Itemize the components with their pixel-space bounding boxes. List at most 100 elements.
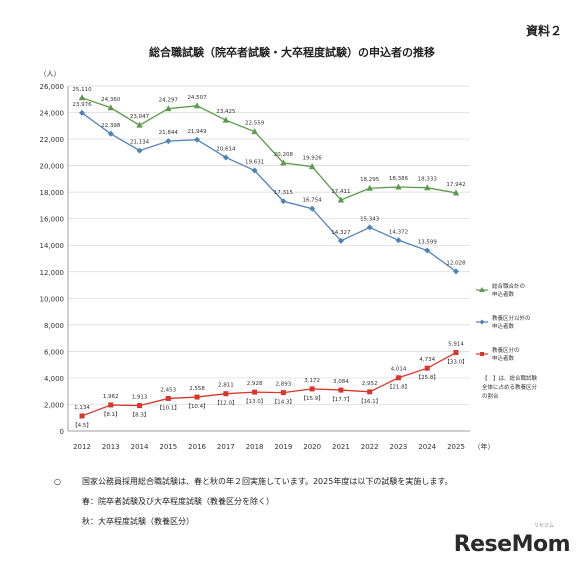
data-point-square (108, 402, 114, 408)
legend-label: 申込者数 (492, 290, 515, 298)
data-point-triangle (395, 183, 402, 190)
data-point-triangle (136, 121, 143, 128)
data-label: 1,962 (103, 394, 119, 400)
data-label: 18,386 (389, 176, 409, 182)
legend-marker-square (480, 352, 484, 356)
data-label: 17,315 (274, 190, 294, 196)
data-label: 20,614 (216, 146, 236, 152)
data-point-diamond (251, 167, 258, 174)
data-point-triangle (165, 105, 172, 112)
data-point-square (223, 391, 229, 397)
ratio-label: 【4.5】 (72, 422, 92, 429)
data-point-diamond (107, 130, 114, 137)
note-line-2: 春：院卒者試験及び大卒程度試験（教養区分を除く） (82, 497, 274, 506)
data-label: 24,297 (159, 98, 179, 104)
data-point-triangle (452, 189, 460, 196)
note-line-3: 秋：大卒程度試験（教養区分） (82, 517, 194, 526)
ratio-label: 【10.4】 (185, 403, 208, 410)
data-label: 20,208 (274, 152, 294, 158)
data-label: 3,172 (304, 378, 320, 384)
legend-label: 教養区分以外の (492, 314, 531, 322)
legend-marker-diamond (479, 319, 485, 325)
data-point-triangle (107, 104, 114, 111)
legend-note: 【 】は、総合職試験 (482, 374, 538, 382)
data-point-square (79, 413, 85, 419)
data-label: 21,844 (159, 130, 179, 136)
data-point-square (453, 350, 459, 356)
data-point-triangle (193, 102, 201, 109)
series-line (81, 97, 457, 201)
y-tick-label: 10,000 (40, 295, 65, 303)
data-point-diamond (366, 224, 373, 231)
x-tick-label: 2023 (390, 443, 408, 451)
data-label: 23,976 (72, 102, 92, 108)
data-label: 15,343 (360, 216, 380, 222)
y-tick-label: 2,000 (44, 401, 64, 409)
x-tick-label: 2019 (274, 443, 292, 451)
data-label: 2,893 (276, 382, 292, 388)
data-label: 22,559 (245, 121, 265, 127)
ratio-label: 【10.1】 (157, 404, 180, 411)
data-label: 17,942 (446, 182, 465, 188)
legend-note: の割合 (482, 392, 499, 400)
legend-label: 教養区分の (492, 346, 520, 354)
data-label: 2,453 (160, 387, 176, 393)
x-tick-label: 2022 (361, 443, 379, 451)
data-point-square (338, 387, 344, 393)
resemom-logo: ReseMom (453, 532, 571, 557)
x-tick-label: 2025 (447, 443, 465, 451)
y-tick-label: 8,000 (44, 322, 64, 330)
data-point-diamond (424, 247, 431, 254)
data-label: 23,425 (216, 109, 236, 115)
ratio-label: 【12.0】 (214, 400, 237, 407)
data-point-triangle (222, 116, 230, 123)
y-tick-label: 0 (60, 428, 64, 436)
note-text-1: 国家公務員採用総合職試験は、春と秋の年２回実施しています。2025年度は以下の試… (82, 477, 453, 486)
y-tick-label: 6,000 (44, 348, 64, 356)
chart-title: 総合職試験（院卒者試験・大卒程度試験）の申込者の推移 (149, 46, 435, 59)
data-point-square (252, 389, 258, 395)
y-tick-label: 4,000 (44, 375, 64, 383)
data-point-diamond (337, 237, 344, 244)
data-label: 19,926 (303, 156, 323, 162)
data-label: 22,398 (101, 123, 121, 129)
legend-label: 申込者数 (492, 354, 515, 362)
ratio-label: 【16.1】 (358, 398, 381, 405)
data-point-square (395, 375, 401, 381)
data-point-triangle (337, 196, 345, 203)
data-label: 21,134 (130, 140, 150, 146)
data-label: 2,928 (247, 381, 263, 387)
y-tick-label: 14,000 (40, 242, 65, 250)
series-line (81, 112, 457, 272)
line-chart: 0 2,000 4,000 6,000 8,000 10,000 12,000 14,000 1… (40, 70, 538, 451)
data-point-square (165, 395, 171, 401)
data-point-square (367, 389, 373, 395)
x-tick-label: 2014 (131, 443, 149, 451)
ratio-label: 【13.0】 (243, 398, 266, 405)
data-point-triangle (78, 94, 86, 101)
x-tick-label: 2012 (73, 443, 91, 451)
data-point-square (280, 390, 286, 396)
x-tick-label: 2016 (188, 443, 206, 451)
data-point-diamond (453, 268, 459, 275)
y-tick-label: 12,000 (40, 269, 65, 277)
data-point-triangle (308, 163, 316, 170)
x-tick-label: 2024 (418, 443, 436, 451)
ratio-label: 【25.8】 (416, 374, 439, 381)
data-label: 18,295 (360, 177, 380, 183)
x-tick-label: 2018 (246, 443, 264, 451)
legend-label: 総合職合計の (492, 282, 525, 290)
x-axis-unit: （年） (474, 442, 495, 451)
legend-label: 申込者数 (492, 322, 515, 330)
document-label: 資料２ (525, 24, 562, 38)
data-label: 24,507 (187, 95, 207, 101)
data-label: 23,047 (130, 114, 150, 120)
ratio-label: 【21.8】 (387, 384, 410, 391)
data-label: 19,631 (245, 160, 264, 166)
data-point-diamond (136, 147, 143, 154)
note-line-1: ○ 国家公務員採用総合職試験は、春と秋の年２回実施しています。2025年度は以下の… (54, 472, 453, 492)
x-tick-label: 2020 (303, 443, 321, 451)
data-label: 18,333 (418, 177, 438, 183)
data-point-square (424, 365, 430, 371)
data-point-diamond (395, 237, 402, 244)
